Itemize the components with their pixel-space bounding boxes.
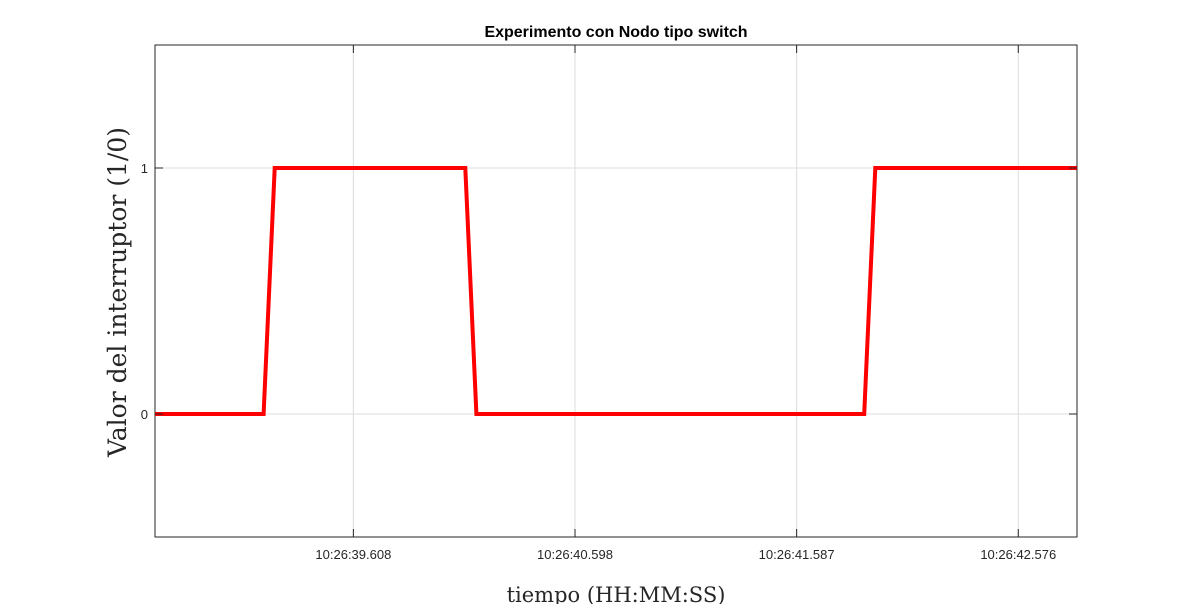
- y-tick-label: 1: [141, 161, 148, 176]
- y-tick-label: 0: [141, 407, 148, 422]
- series-line: [155, 166, 1077, 416]
- x-tick-label: 10:26:41.587: [759, 547, 835, 562]
- x-tick-label: 10:26:42.576: [980, 547, 1056, 562]
- x-axis-label: tiempo (HH:MM:SS): [507, 583, 726, 604]
- grid: [155, 45, 1077, 537]
- plot-area: [154, 44, 1078, 538]
- ticks: 10:26:39.608 10:26:40.598 10:26:41.587 10:2…: [141, 45, 1077, 562]
- x-tick-label: 10:26:39.608: [315, 547, 391, 562]
- chart-title: Experimento con Nodo tipo switch: [484, 24, 747, 41]
- series-layer: [155, 166, 1077, 416]
- x-tick-label: 10:26:40.598: [537, 547, 613, 562]
- y-axis-label: Valor del interruptor (1/0): [103, 127, 132, 458]
